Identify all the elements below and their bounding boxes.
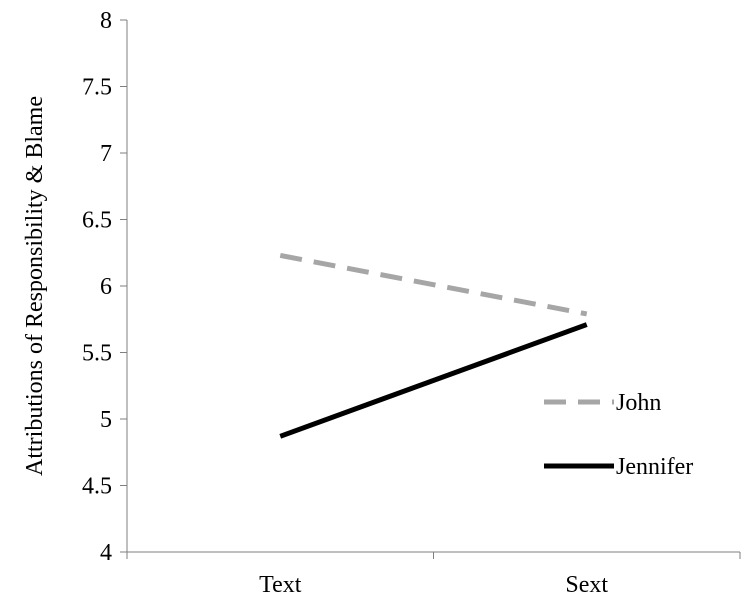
y-tick-label: 6 [100, 274, 112, 300]
x-ticks: Text Sext [126, 552, 741, 598]
y-ticks: 4 4.5 5 5.5 6 6.5 7 7.5 8 [82, 8, 127, 566]
legend: John Jennifer [544, 390, 693, 480]
series-lines [279, 252, 588, 439]
series-line-jennifer [279, 322, 588, 439]
x-category-label: Sext [565, 572, 608, 598]
legend-label-jennifer: Jennifer [616, 454, 693, 480]
series-line-john [279, 252, 588, 317]
y-tick-label: 4 [100, 540, 112, 566]
y-tick-label: 8 [100, 8, 112, 34]
y-tick-label: 7 [100, 141, 112, 167]
x-category-label: Text [259, 572, 302, 598]
y-tick-label: 5 [100, 407, 112, 433]
y-axis-title: Attributions of Responsibility & Blame [22, 96, 48, 476]
y-tick-label: 5.5 [82, 341, 112, 367]
y-tick-label: 7.5 [82, 75, 112, 101]
legend-label-john: John [616, 390, 661, 416]
y-tick-label: 6.5 [82, 208, 112, 234]
y-tick-label: 4.5 [82, 474, 112, 500]
